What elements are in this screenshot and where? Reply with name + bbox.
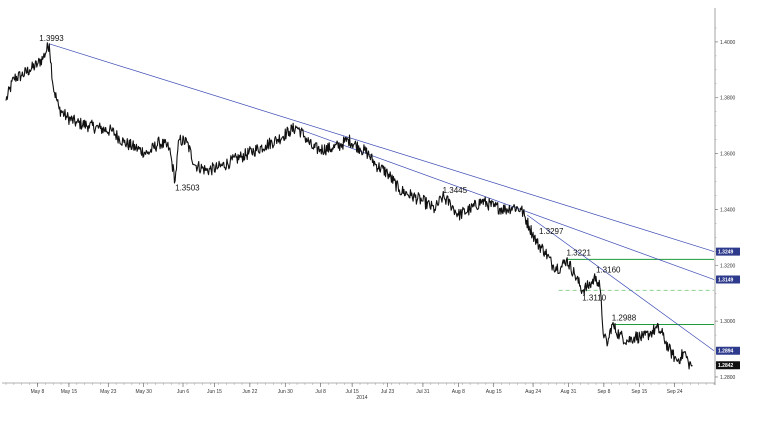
x-tick-label: Jun 22	[242, 389, 257, 395]
price-tag: 1.2842	[716, 361, 740, 370]
x-tick-label: May 30	[135, 389, 152, 395]
annotation-label: 1.3160	[596, 265, 621, 274]
annotation-label: 1.3297	[539, 227, 564, 236]
y-tick-label: 1.3400	[720, 207, 736, 213]
price-tag: 1.2894	[716, 346, 740, 355]
y-tick-label: 1.3600	[720, 152, 736, 158]
x-tick-label: Jun 30	[278, 389, 293, 395]
x-tick-label: Aug 24	[525, 389, 541, 395]
x-tick-label: Jul 15	[345, 389, 359, 395]
y-tick-label: 1.3800	[720, 96, 736, 102]
x-tick-label: Sep 24	[667, 389, 683, 395]
annotation-label: 1.3221	[567, 248, 592, 257]
x-tick-label: Aug 8	[452, 389, 465, 395]
trendlines	[49, 43, 715, 352]
price-tag-label: 1.2842	[718, 363, 734, 369]
price-tag-bg	[716, 275, 740, 284]
x-tick-label: Jul 8	[315, 389, 326, 395]
y-tick-label: 1.3000	[720, 319, 736, 325]
x-axis: May 8 May 15 May 23 May 30 Jun 6 Jun 15 Jun 22…	[2, 382, 715, 401]
annotation-label: 1.3993	[39, 34, 64, 43]
x-tick-label: May 15	[61, 389, 78, 395]
price-tag-label: 1.3249	[718, 250, 734, 256]
annotation-label: 1.2988	[612, 313, 637, 322]
x-tick-label: Aug 31	[561, 389, 577, 395]
price-series	[5, 42, 693, 370]
annotations: 1.3993 1.3503 1.3445 1.3297 1.3221 1.3160 1.31…	[39, 34, 636, 323]
x-tick-label: Jul 23	[381, 389, 395, 395]
x-tick-label: Jul 31	[416, 389, 430, 395]
y-tick-label: 1.2800	[720, 375, 736, 381]
horizontal-levels	[558, 258, 714, 325]
x-tick-label: Sep 8	[597, 389, 610, 395]
price-tag-bg	[716, 361, 740, 370]
price-tags: 1.3249 1.3149 1.2894 1.2842	[716, 247, 740, 370]
price-tag: 1.3149	[716, 275, 740, 284]
annotation-label: 1.3110	[582, 293, 606, 302]
y-axis: 1.4000 1.3800 1.3600 1.3400 1.3200 1.3000 1.28…	[714, 8, 736, 385]
x-tick-label: May 23	[100, 389, 117, 395]
price-tag: 1.3249	[716, 247, 740, 256]
x-tick-label: Aug 15	[486, 389, 502, 395]
year-label: 2014	[356, 395, 367, 401]
y-tick-label: 1.4000	[720, 40, 736, 46]
price-tag-bg	[716, 346, 740, 355]
price-line	[5, 42, 693, 370]
annotation-label: 1.3445	[443, 186, 468, 195]
trendline	[526, 214, 715, 352]
trendline	[49, 43, 715, 252]
x-tick-label: Jun 6	[177, 389, 189, 395]
x-tick-label: Sep 15	[631, 389, 647, 395]
price-tag-label: 1.2894	[718, 349, 734, 355]
y-tick-label: 1.3200	[720, 263, 736, 269]
x-tick-label: May 8	[31, 389, 45, 395]
price-tag-label: 1.3149	[718, 278, 734, 284]
x-tick-label: Jun 15	[207, 389, 222, 395]
price-tag-bg	[716, 247, 740, 256]
annotation-label: 1.3503	[175, 184, 200, 193]
